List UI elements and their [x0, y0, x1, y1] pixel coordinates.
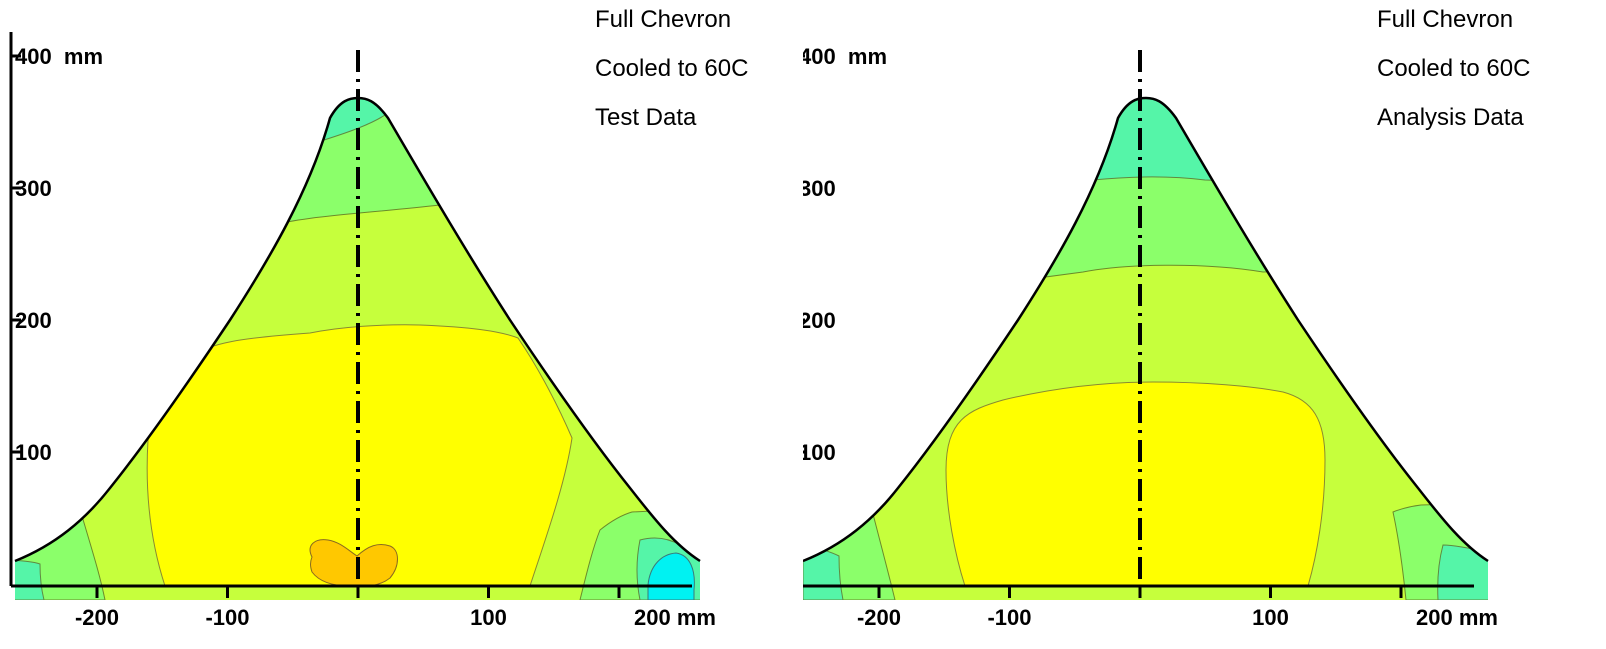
analysis-contour-regions: [803, 98, 1488, 600]
test-region-cyan-corner: [647, 552, 695, 600]
test-region-cyan-green-left: [15, 559, 45, 600]
analysis-x-tick-label: -200: [857, 605, 901, 630]
test-y-tick-label: 100: [15, 440, 52, 465]
test-x-tick-label: 100: [470, 605, 507, 630]
analysis-y-tick-label: 200: [803, 308, 836, 333]
chevron-chart-analysis: 100 200 300 400 mm -200 -100 100 200 mm Full Ch…: [803, 0, 1583, 649]
test-y-tick-label: 200: [15, 308, 52, 333]
analysis-region-cyan-green-right: [1437, 544, 1488, 600]
test-x-tick-label: -100: [205, 605, 249, 630]
analysis-y-tick-label: 400 mm: [803, 44, 887, 69]
analysis-chart-svg: 100 200 300 400 mm -200 -100 100 200 mm: [803, 44, 1498, 630]
analysis-y-tick-label: 300: [803, 176, 836, 201]
analysis-y-tick-label: 100: [803, 440, 836, 465]
analysis-axes: 100 200 300 400 mm -200 -100 100 200 mm: [803, 44, 1498, 630]
analysis-x-tick-label: -100: [987, 605, 1031, 630]
test-annotation-1: Full Chevron: [595, 6, 732, 33]
test-annotation-3: Test Data: [595, 104, 697, 131]
chevron-chart-test: 100 200 300 400 mm -200 -100 100 200 mm Full Ch…: [0, 0, 780, 649]
analysis-chevron-outline: [803, 96, 1489, 563]
test-y-tick-label: 400 mm: [15, 44, 103, 69]
analysis-x-tick-label: 200 mm: [1416, 605, 1498, 630]
analysis-x-tick-label: 100: [1252, 605, 1289, 630]
test-region-orange: [309, 539, 398, 588]
test-axes: 100 200 300 400 mm -200 -100 100 200 mm: [9, 32, 716, 630]
analysis-region-yellow: [945, 381, 1326, 587]
test-x-tick-label: -200: [75, 605, 119, 630]
test-y-tick-label: 300: [15, 176, 52, 201]
analysis-annotation-2: Cooled to 60C: [1377, 55, 1531, 82]
analysis-annotation-3: Analysis Data: [1377, 104, 1524, 131]
test-chart-svg: 100 200 300 400 mm -200 -100 100 200 mm: [9, 32, 716, 630]
test-contour-regions: [15, 98, 700, 600]
test-x-tick-label: 200 mm: [634, 605, 716, 630]
analysis-annotation-1: Full Chevron: [1377, 6, 1514, 33]
test-annotation-2: Cooled to 60C: [595, 55, 749, 82]
